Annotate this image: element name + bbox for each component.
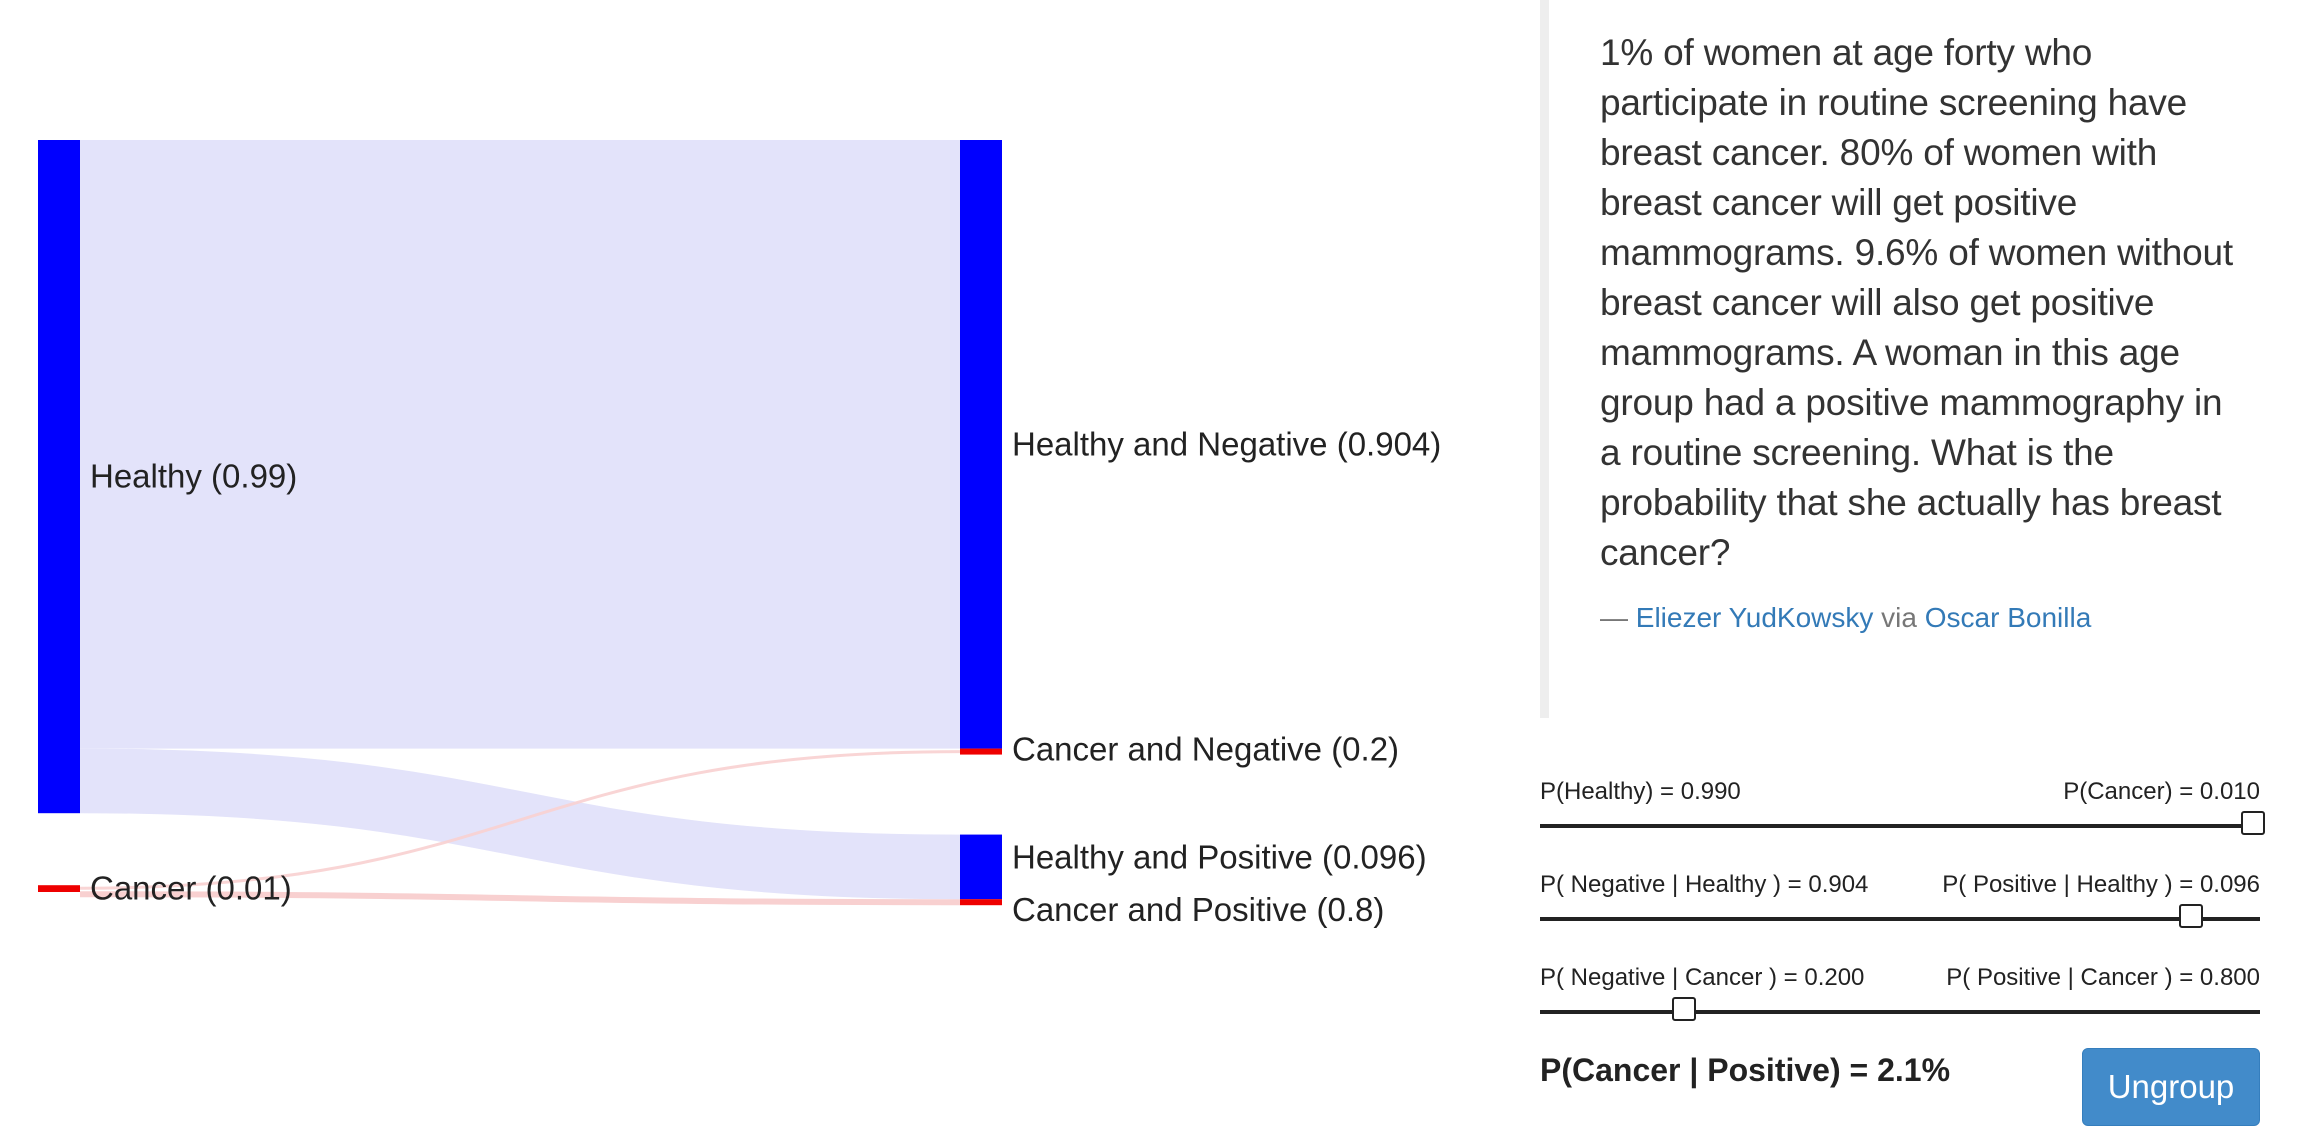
healthy-test-slider-handle[interactable]: [2178, 904, 2203, 928]
prior-slider-track[interactable]: [1540, 811, 2265, 835]
node-cn: [960, 748, 1002, 755]
sankey-diagram: Healthy (0.99) Cancer (0.01) Healthy and N…: [38, 139, 1441, 928]
p-negative-given-cancer-label: P( Negative | Cancer ) = 0.200: [1540, 964, 1865, 991]
node-healthy: [38, 140, 80, 814]
p-positive-given-cancer-label: P( Positive | Cancer ) = 0.800: [1946, 964, 2260, 991]
quote-panel: 1% of women at age forty who participate…: [1540, 0, 2233, 718]
via-text: via: [1873, 602, 1925, 633]
posterior-result: P(Cancer | Positive) = 2.1%: [1540, 1052, 1951, 1088]
node-label-healthy: Healthy (0.99): [90, 458, 297, 495]
node-cp: [960, 899, 1002, 906]
node-label-hp: Healthy and Positive (0.096): [1012, 839, 1427, 876]
quote-text: 1% of women at age forty who participate…: [1600, 32, 2233, 573]
cancer-test-slider-handle[interactable]: [1672, 997, 1696, 1021]
p-healthy-label: P(Healthy) = 0.990: [1540, 778, 1741, 805]
healthy-test-slider-row: P( Negative | Healthy ) = 0.904 P( Posit…: [1540, 863, 2260, 956]
p-negative-given-healthy-label: P( Negative | Healthy ) = 0.904: [1540, 871, 1869, 898]
node-hn: [960, 140, 1002, 749]
controls-panel: P(Healthy) = 0.990 P(Cancer) = 0.010 P( …: [1540, 770, 2265, 1126]
link-cancer-cp: [79, 891, 961, 906]
quote-footer: — Eliezer YudKowsky via Oscar Bonilla: [1600, 602, 2220, 634]
source-link[interactable]: Oscar Bonilla: [1924, 602, 2092, 633]
healthy-test-slider-track[interactable]: [1540, 904, 2260, 928]
quote-dash: —: [1600, 602, 1636, 633]
ungroup-button[interactable]: Ungroup: [2082, 1048, 2260, 1126]
cancer-test-slider-track[interactable]: [1540, 997, 2260, 1021]
link-cancer-cn: [79, 750, 961, 890]
author-link[interactable]: Eliezer YudKowsky: [1635, 602, 1874, 633]
prior-slider-handle[interactable]: [2240, 811, 2265, 835]
node-label-cancer: Cancer (0.01): [90, 870, 292, 907]
node-label-cn: Cancer and Negative (0.2): [1012, 731, 1399, 768]
p-cancer-label: P(Cancer) = 0.010: [2063, 778, 2260, 805]
node-cancer: [38, 885, 80, 892]
prior-slider-row: P(Healthy) = 0.990 P(Cancer) = 0.010: [1540, 770, 2265, 863]
node-label-cp: Cancer and Positive (0.8): [1012, 891, 1384, 928]
p-positive-given-healthy-label: P( Positive | Healthy ) = 0.096: [1942, 871, 2260, 898]
node-label-hn: Healthy and Negative (0.904): [1012, 425, 1441, 462]
node-hp: [960, 834, 1002, 900]
link-healthy-hp: [79, 748, 961, 900]
cancer-test-slider-row: P( Negative | Cancer ) = 0.200 P( Positi…: [1540, 956, 2260, 1049]
